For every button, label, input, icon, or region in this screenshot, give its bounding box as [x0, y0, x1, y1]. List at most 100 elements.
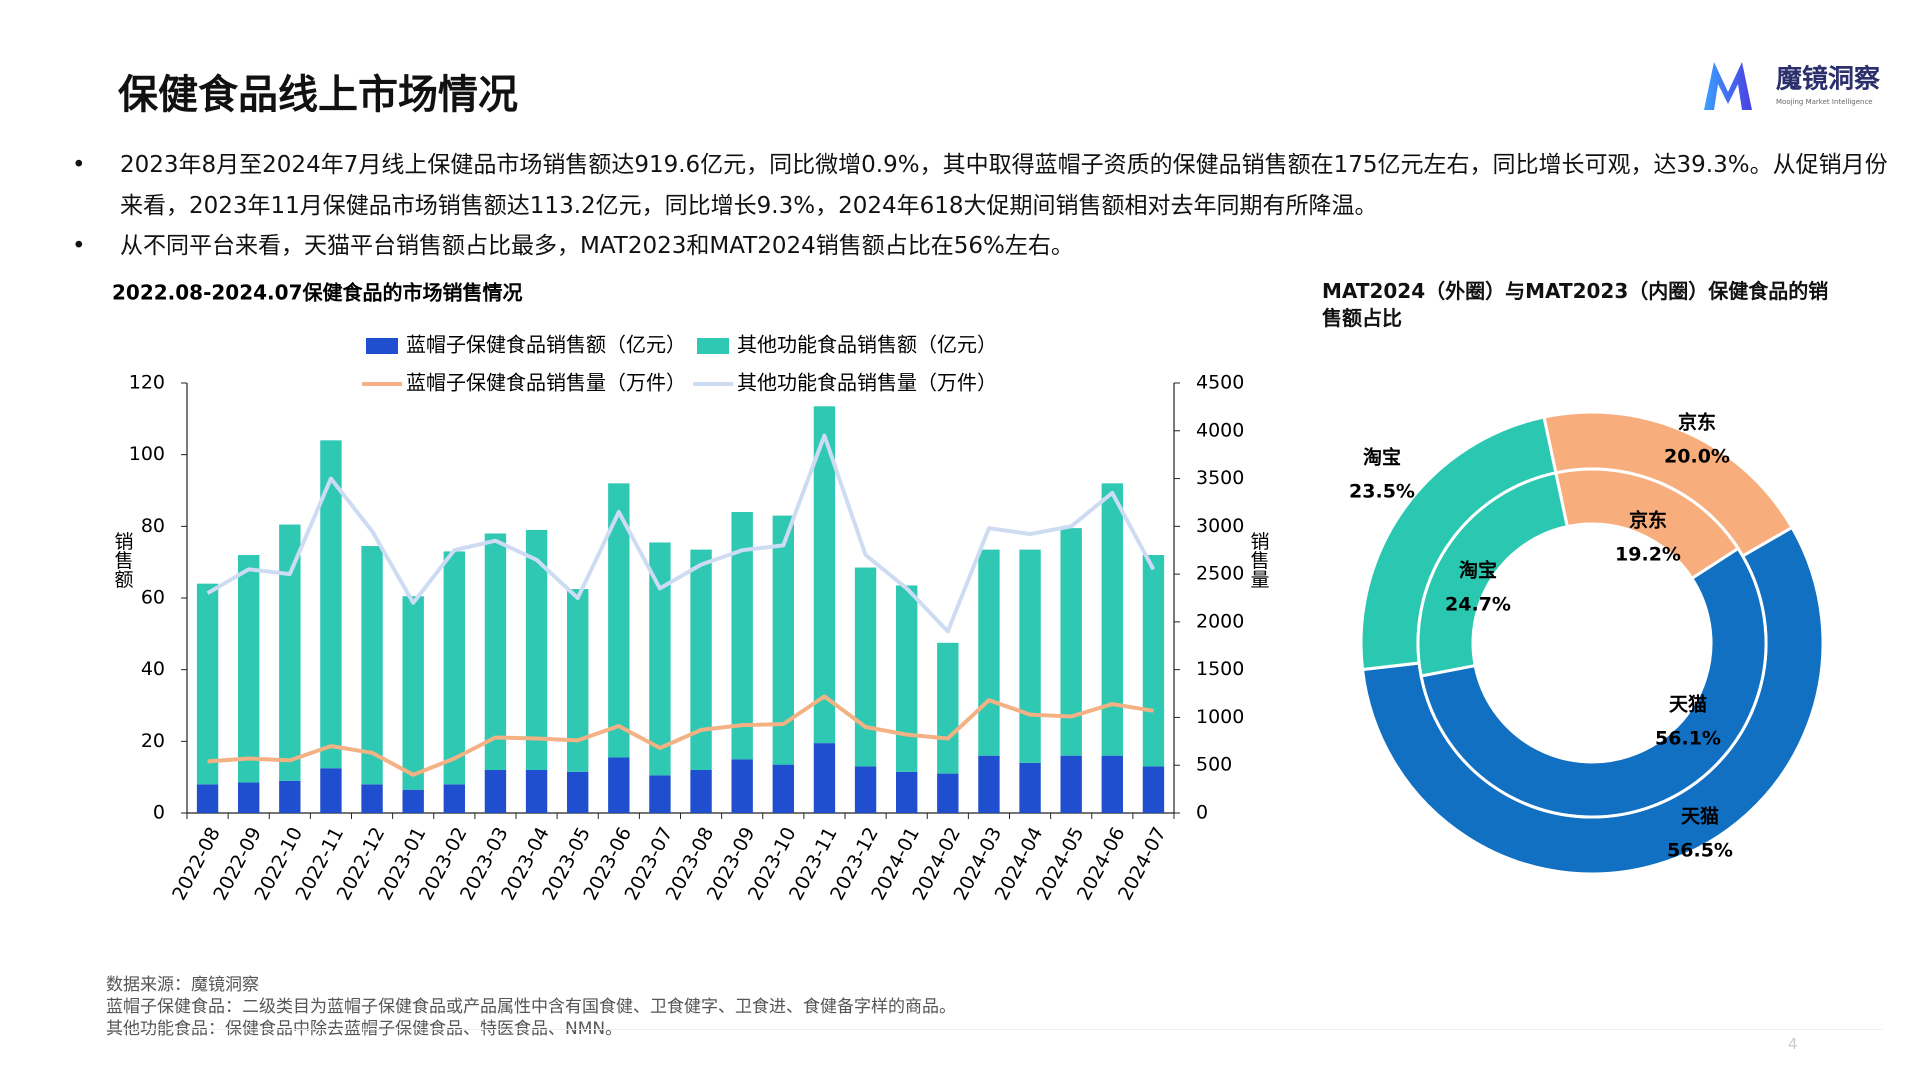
bar	[361, 546, 383, 785]
logo-tagline: Moojing Market Intelligence	[1776, 98, 1873, 106]
bar	[772, 515, 795, 765]
bar	[1101, 755, 1124, 813]
donut-slice	[1419, 546, 1768, 819]
legend-label: 其他功能食品销售量（万件）	[737, 371, 997, 395]
bar	[731, 512, 753, 760]
slice-value: 19.2%	[1615, 544, 1681, 566]
y2-tick-label: 2500	[1196, 563, 1244, 585]
bar	[196, 583, 219, 785]
bar	[279, 780, 301, 813]
chart-title-box: MAT2024（外圈）与MAT2023（内圈）保健食品的销售额占比	[1322, 279, 1829, 330]
slice-name: 天猫	[1681, 805, 1719, 828]
bar	[608, 483, 630, 758]
bar	[690, 549, 712, 770]
bar	[525, 770, 548, 813]
slice-value: 56.5%	[1667, 840, 1733, 862]
y2-tick-label: 2000	[1196, 610, 1244, 632]
note: 蓝帽子保健食品：二级类目为蓝帽子保健食品或产品属性中含有国食健、卫食健字、卫食进…	[106, 997, 956, 1017]
y2-tick-label: 4500	[1196, 372, 1244, 394]
bar	[484, 533, 507, 770]
y-tick-label: 120	[129, 372, 165, 394]
legend-swatch	[366, 338, 398, 354]
bar	[402, 596, 424, 790]
line	[206, 433, 1156, 634]
bar	[649, 775, 671, 813]
bar	[1142, 555, 1165, 767]
bar	[854, 567, 877, 767]
logo-icon	[1704, 62, 1752, 110]
bar	[731, 759, 753, 813]
line	[207, 694, 1154, 777]
bar	[608, 757, 630, 813]
bar	[566, 771, 589, 813]
legend-label: 蓝帽子保健食品销售量（万件）	[406, 371, 686, 395]
bar	[566, 589, 589, 772]
bar	[361, 784, 383, 813]
bar	[978, 755, 1000, 813]
bar	[854, 766, 877, 813]
bar	[196, 784, 219, 813]
bar	[937, 773, 959, 813]
bar	[484, 770, 507, 813]
logo-name: 魔镜洞察	[1776, 64, 1881, 95]
slice-name: 京东	[1629, 509, 1667, 532]
chart-title: MAT2024（外圈）与MAT2023（内圈）保健食品的销售额占比	[1322, 279, 1829, 330]
bar	[443, 784, 466, 813]
y2-tick-label: 1500	[1196, 658, 1244, 680]
legend-label: 蓝帽子保健食品销售额（亿元）	[406, 333, 686, 357]
bar	[1019, 762, 1041, 813]
bullet-text: 2023年8月至2024年7月线上保健品市场销售额达919.6亿元，同比微增0.…	[120, 152, 1888, 219]
bar	[813, 406, 836, 744]
slice-name: 淘宝	[1459, 559, 1497, 582]
bar	[937, 642, 959, 774]
notes: 数据来源：魔镜洞察 蓝帽子保健食品：二级类目为蓝帽子保健食品或产品属性中含有国食…	[106, 974, 956, 1040]
bar	[525, 529, 548, 770]
bar	[1101, 483, 1124, 756]
y2-axis-label: 销售量	[1248, 531, 1270, 588]
footer-rule	[106, 1029, 1882, 1030]
y-tick-label: 20	[141, 730, 165, 752]
legend-swatch	[697, 338, 729, 354]
y2-tick-label: 4000	[1196, 419, 1244, 441]
bar	[649, 542, 671, 776]
y-axis-label: 销售额	[112, 531, 134, 588]
bar	[402, 789, 424, 813]
bar	[772, 764, 795, 813]
slice-name: 京东	[1678, 411, 1716, 434]
y2-tick-label: 500	[1196, 754, 1232, 776]
bar	[443, 551, 466, 785]
bar	[320, 768, 342, 813]
bar	[690, 770, 712, 813]
slice-value: 24.7%	[1445, 594, 1511, 616]
bar	[279, 524, 301, 781]
slice-value: 56.1%	[1655, 728, 1721, 750]
bar	[237, 555, 260, 783]
y-tick-label: 0	[153, 802, 165, 824]
bar	[1060, 755, 1082, 813]
bar	[1019, 549, 1041, 763]
y-tick-label: 60	[141, 587, 165, 609]
bar	[895, 585, 918, 772]
bar	[1060, 528, 1082, 756]
bullet: • 2023年8月至2024年7月线上保健品市场销售额达919.6亿元，同比微增0…	[72, 145, 1892, 227]
legend-label: 其他功能食品销售额（亿元）	[737, 333, 997, 357]
logo-mark: 魔镜洞察 Moojing Market Intelligence	[1704, 62, 1881, 110]
bar	[978, 549, 1000, 756]
chart-title: 2022.08-2024.07保健食品的市场销售情况	[112, 281, 523, 305]
y2-tick-label: 0	[1196, 802, 1208, 824]
y-tick-label: 80	[141, 515, 165, 537]
y2-tick-label: 1000	[1196, 706, 1244, 728]
note: 数据来源：魔镜洞察	[106, 975, 259, 995]
logo: 魔镜洞察 Moojing Market Intelligence	[1700, 56, 1900, 116]
slice-name: 淘宝	[1363, 446, 1401, 469]
slice-value: 20.0%	[1664, 446, 1730, 468]
page-title: 保健食品线上市场情况	[118, 72, 518, 118]
y-tick-label: 40	[141, 658, 165, 680]
bar	[237, 782, 260, 813]
bar	[1142, 766, 1165, 813]
donut-slice	[1416, 471, 1570, 678]
slice-value: 23.5%	[1349, 481, 1415, 503]
y2-tick-label: 3500	[1196, 467, 1244, 489]
